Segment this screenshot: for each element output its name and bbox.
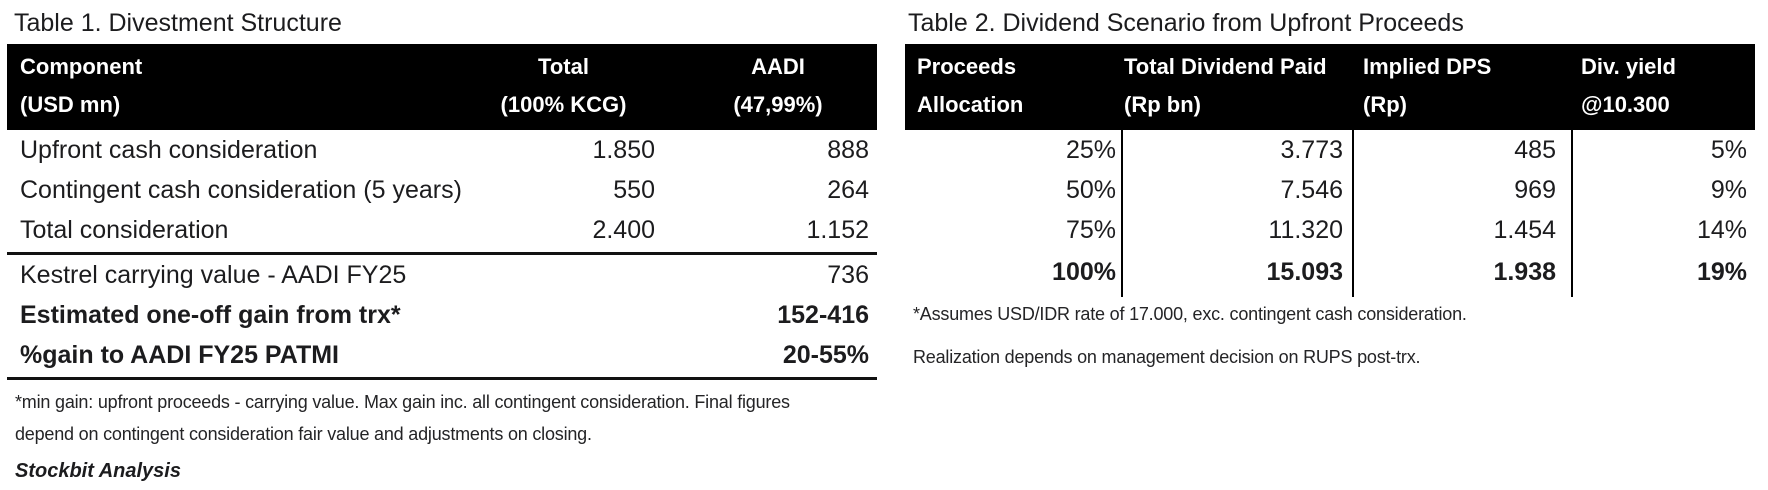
header-dps-label: Implied DPS bbox=[1363, 54, 1492, 79]
row-aadi-value: 736 bbox=[827, 261, 869, 289]
table2-header-dps: Implied DPS (Rp) bbox=[1353, 44, 1572, 130]
table2-header-proceeds: Proceeds Allocation bbox=[905, 44, 1122, 130]
table2-header-row: Proceeds Allocation Total Dividend Paid … bbox=[905, 44, 1755, 130]
table2-footnotes: *Assumes USD/IDR rate of 17.000, exc. co… bbox=[913, 303, 1467, 368]
row-total-value: 1.850 bbox=[592, 136, 655, 164]
row-total-value bbox=[448, 295, 663, 335]
table-row: 75% 11.320 1.454 14% bbox=[905, 210, 1755, 250]
row-aadi-value: 1.152 bbox=[806, 216, 869, 244]
table-row: 50% 7.546 969 9% bbox=[905, 170, 1755, 210]
row-total-value: 550 bbox=[613, 176, 655, 204]
dividend-scenario-table: Table 2. Dividend Scenario from Upfront … bbox=[905, 0, 1755, 490]
table1-header-row: Component (USD mn) Total (100% KCG) AADI… bbox=[7, 44, 877, 130]
table1-body: Upfront cash consideration 1.850 888 Con… bbox=[7, 130, 877, 486]
header-proceeds-label2: Allocation bbox=[917, 92, 1024, 117]
table-row: 25% 3.773 485 5% bbox=[905, 130, 1755, 170]
divestment-structure-table: Table 1. Divestment Structure Component … bbox=[7, 0, 877, 490]
table2-body: 25% 3.773 485 5% 50% 7.546 969 9% 75% 11… bbox=[905, 130, 1755, 297]
header-dps-unit: (Rp) bbox=[1363, 92, 1407, 117]
row-label: Estimated one-off gain from trx* bbox=[20, 301, 401, 329]
row-label: Total consideration bbox=[20, 216, 229, 244]
row-yield-value: 9% bbox=[1710, 176, 1747, 204]
row-label: %gain to AADI FY25 PATMI bbox=[20, 341, 339, 369]
row-yield-value: 19% bbox=[1696, 258, 1747, 286]
footnote-text: Realization depends on management decisi… bbox=[913, 347, 1421, 367]
row-dps-value: 485 bbox=[1514, 136, 1556, 164]
horizontal-rule bbox=[7, 377, 877, 380]
footnote-text: *min gain: upfront proceeds - carrying v… bbox=[15, 392, 790, 412]
header-proceeds-label: Proceeds bbox=[917, 54, 1017, 79]
table-row: Contingent cash consideration (5 years) … bbox=[7, 170, 877, 210]
column-divider bbox=[1571, 130, 1573, 297]
row-label: Upfront cash consideration bbox=[20, 136, 318, 164]
row-dps-value: 1.454 bbox=[1493, 216, 1556, 244]
header-component-unit: (USD mn) bbox=[20, 92, 121, 117]
row-aadi-value: 264 bbox=[827, 176, 869, 204]
row-yield-value: 14% bbox=[1696, 216, 1747, 244]
column-divider bbox=[1352, 130, 1354, 297]
row-yield-value: 5% bbox=[1710, 136, 1747, 164]
row-dividend-value: 11.320 bbox=[1268, 216, 1343, 244]
row-label: Contingent cash consideration (5 years) bbox=[20, 176, 462, 204]
table1-header-total: Total (100% KCG) bbox=[448, 44, 663, 130]
table1-header-aadi: AADI (47,99%) bbox=[663, 44, 877, 130]
header-aadi-label: AADI bbox=[751, 54, 805, 79]
row-label: Kestrel carrying value - AADI FY25 bbox=[20, 261, 407, 289]
row-aadi-value: 152-416 bbox=[777, 301, 869, 329]
source-attribution: Stockbit Analysis bbox=[15, 460, 181, 482]
row-dps-value: 969 bbox=[1514, 176, 1556, 204]
header-yield-label: Div. yield bbox=[1581, 54, 1676, 79]
row-dividend-value: 15.093 bbox=[1266, 258, 1343, 286]
row-total-value bbox=[448, 335, 663, 375]
table2-title: Table 2. Dividend Scenario from Upfront … bbox=[908, 9, 1464, 37]
header-aadi-unit: (47,99%) bbox=[733, 92, 823, 117]
table1-footnotes: *min gain: upfront proceeds - carrying v… bbox=[7, 386, 877, 450]
table1-title: Table 1. Divestment Structure bbox=[14, 9, 342, 37]
row-dps-value: 1.938 bbox=[1493, 258, 1556, 286]
header-total-label: Total bbox=[538, 54, 589, 79]
row-dividend-value: 7.546 bbox=[1280, 176, 1343, 204]
row-allocation-value: 25% bbox=[1065, 136, 1116, 164]
row-allocation-value: 100% bbox=[1052, 258, 1116, 286]
table-row: 100% 15.093 1.938 19% bbox=[905, 250, 1755, 295]
header-yield-price: @10.300 bbox=[1581, 92, 1670, 117]
column-divider bbox=[1121, 130, 1123, 297]
row-aadi-value: 20-55% bbox=[782, 341, 869, 369]
header-component-label: Component bbox=[20, 54, 143, 79]
header-dividend-label: Total Dividend Paid bbox=[1124, 54, 1327, 79]
table-row: Total consideration 2.400 1.152 bbox=[7, 210, 877, 250]
header-total-unit: (100% KCG) bbox=[500, 92, 627, 117]
row-aadi-value: 888 bbox=[827, 136, 869, 164]
row-allocation-value: 75% bbox=[1065, 216, 1116, 244]
table-row: Estimated one-off gain from trx* 152-416 bbox=[7, 295, 877, 335]
row-dividend-value: 3.773 bbox=[1280, 136, 1343, 164]
table-row: %gain to AADI FY25 PATMI 20-55% bbox=[7, 335, 877, 375]
table-row: Kestrel carrying value - AADI FY25 736 bbox=[7, 255, 877, 295]
row-allocation-value: 50% bbox=[1065, 176, 1116, 204]
table2-header-yield: Div. yield @10.300 bbox=[1572, 44, 1755, 130]
table2-header-dividend: Total Dividend Paid (Rp bn) bbox=[1122, 44, 1353, 130]
table1-header-component: Component (USD mn) bbox=[7, 44, 448, 130]
footnote-text: depend on contingent consideration fair … bbox=[15, 424, 592, 444]
header-dividend-unit: (Rp bn) bbox=[1124, 92, 1201, 117]
row-total-value: 2.400 bbox=[592, 216, 655, 244]
row-total-value bbox=[448, 255, 663, 295]
footnote-text: *Assumes USD/IDR rate of 17.000, exc. co… bbox=[913, 304, 1467, 324]
table-row: Upfront cash consideration 1.850 888 bbox=[7, 130, 877, 170]
horizontal-rule bbox=[7, 252, 877, 255]
